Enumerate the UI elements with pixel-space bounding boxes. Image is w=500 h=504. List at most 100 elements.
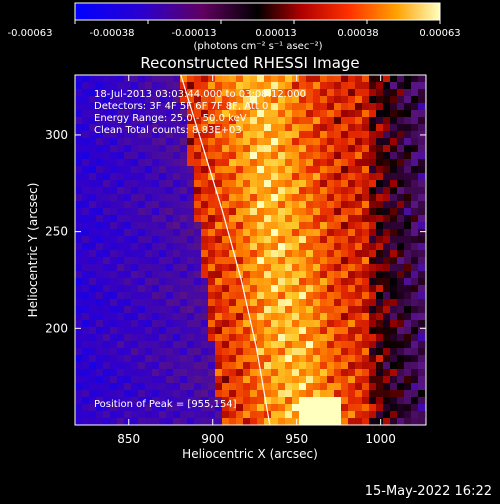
- heatmap-cell: [250, 355, 257, 362]
- heatmap-cell: [110, 355, 117, 362]
- heatmap-cell: [110, 292, 117, 299]
- heatmap-cell: [348, 194, 355, 201]
- heatmap-cell: [355, 117, 362, 124]
- heatmap-cell: [278, 404, 285, 411]
- heatmap-cell: [229, 229, 236, 236]
- heatmap-cell: [222, 166, 229, 173]
- heatmap-cell: [341, 222, 348, 229]
- heatmap-cell: [327, 404, 334, 411]
- heatmap-cell: [348, 236, 355, 243]
- heatmap-cell: [201, 271, 208, 278]
- heatmap-cell: [173, 89, 180, 96]
- heatmap-cell: [243, 334, 250, 341]
- heatmap-cell: [299, 103, 306, 110]
- heatmap-cell: [383, 229, 390, 236]
- heatmap-cell: [383, 180, 390, 187]
- heatmap-cell: [306, 89, 313, 96]
- heatmap-cell: [369, 222, 376, 229]
- heatmap-cell: [236, 334, 243, 341]
- heatmap-cell: [173, 313, 180, 320]
- heatmap-cell: [306, 369, 313, 376]
- heatmap-cell: [145, 292, 152, 299]
- heatmap-cell: [383, 418, 390, 425]
- heatmap-cell: [145, 138, 152, 145]
- heatmap-cell: [355, 320, 362, 327]
- heatmap-cell: [82, 348, 89, 355]
- heatmap-cell: [397, 320, 404, 327]
- heatmap-cell: [82, 306, 89, 313]
- heatmap-cell: [117, 404, 124, 411]
- heatmap-cell: [292, 383, 299, 390]
- heatmap-cell: [355, 124, 362, 131]
- heatmap-cell: [236, 131, 243, 138]
- heatmap-cell: [376, 334, 383, 341]
- heatmap-cell: [110, 404, 117, 411]
- heatmap-cell: [187, 264, 194, 271]
- heatmap-cell: [187, 306, 194, 313]
- heatmap-cell: [82, 313, 89, 320]
- heatmap-cell: [180, 264, 187, 271]
- heatmap-cell: [404, 75, 411, 82]
- heatmap-cell: [285, 236, 292, 243]
- heatmap-cell: [194, 411, 201, 418]
- heatmap-cell: [278, 152, 285, 159]
- heatmap-cell: [327, 278, 334, 285]
- heatmap-cell: [397, 152, 404, 159]
- heatmap-cell: [173, 320, 180, 327]
- heatmap-cell: [215, 145, 222, 152]
- heatmap-cell: [208, 376, 215, 383]
- heatmap-cell: [96, 89, 103, 96]
- heatmap-cell: [271, 369, 278, 376]
- heatmap-cell: [411, 348, 418, 355]
- heatmap-cell: [264, 124, 271, 131]
- heatmap-cell: [229, 264, 236, 271]
- heatmap-cell: [278, 124, 285, 131]
- heatmap-cell: [362, 397, 369, 404]
- heatmap-cell: [292, 257, 299, 264]
- heatmap-cell: [397, 369, 404, 376]
- heatmap-cell: [138, 82, 145, 89]
- heatmap-cell: [229, 348, 236, 355]
- heatmap-cell: [418, 222, 425, 229]
- heatmap-cell: [187, 299, 194, 306]
- heatmap-cell: [236, 327, 243, 334]
- heatmap-cell: [320, 292, 327, 299]
- heatmap-cell: [299, 404, 306, 411]
- heatmap-cell: [292, 187, 299, 194]
- heatmap-cell: [215, 117, 222, 124]
- heatmap-cell: [250, 327, 257, 334]
- heatmap-cell: [194, 229, 201, 236]
- heatmap-cell: [285, 341, 292, 348]
- heatmap-cell: [194, 215, 201, 222]
- heatmap-cell: [180, 215, 187, 222]
- heatmap-cell: [215, 89, 222, 96]
- heatmap-cell: [306, 110, 313, 117]
- heatmap-cell: [369, 278, 376, 285]
- heatmap-cell: [299, 306, 306, 313]
- heatmap-cell: [180, 152, 187, 159]
- x-tick-label: 1000: [365, 432, 396, 446]
- heatmap-cell: [320, 173, 327, 180]
- heatmap-cell: [187, 418, 194, 425]
- heatmap-cell: [257, 355, 264, 362]
- heatmap-cell: [187, 159, 194, 166]
- heatmap-cell: [397, 334, 404, 341]
- heatmap-cell: [411, 320, 418, 327]
- heatmap-cell: [383, 222, 390, 229]
- heatmap-cell: [404, 229, 411, 236]
- heatmap-cell: [376, 222, 383, 229]
- heatmap-cell: [299, 124, 306, 131]
- heatmap-cell: [334, 418, 341, 425]
- heatmap-cell: [271, 222, 278, 229]
- heatmap-cell: [82, 180, 89, 187]
- heatmap-cell: [306, 201, 313, 208]
- heatmap-cell: [285, 369, 292, 376]
- heatmap-cell: [348, 152, 355, 159]
- heatmap-cell: [313, 299, 320, 306]
- heatmap-cell: [243, 96, 250, 103]
- heatmap-cell: [320, 278, 327, 285]
- heatmap-cell: [243, 124, 250, 131]
- heatmap-cell: [194, 355, 201, 362]
- heatmap-cell: [271, 264, 278, 271]
- heatmap-cell: [110, 418, 117, 425]
